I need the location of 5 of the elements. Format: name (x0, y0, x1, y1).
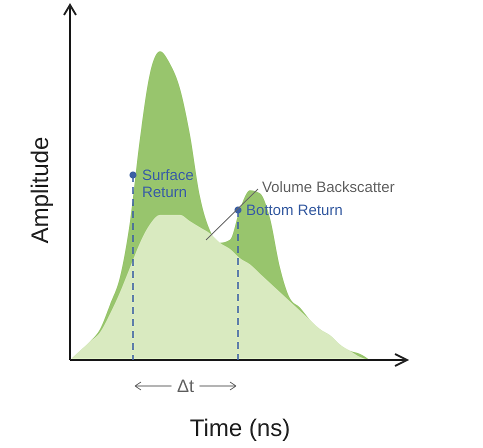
x-axis-title: Time (ns) (190, 415, 290, 442)
y-axis-title: Amplitude (27, 136, 54, 244)
annotation: Surface Return (142, 167, 194, 201)
text: Δt (176, 376, 194, 396)
annotation: Volume Backscatter (262, 179, 395, 196)
